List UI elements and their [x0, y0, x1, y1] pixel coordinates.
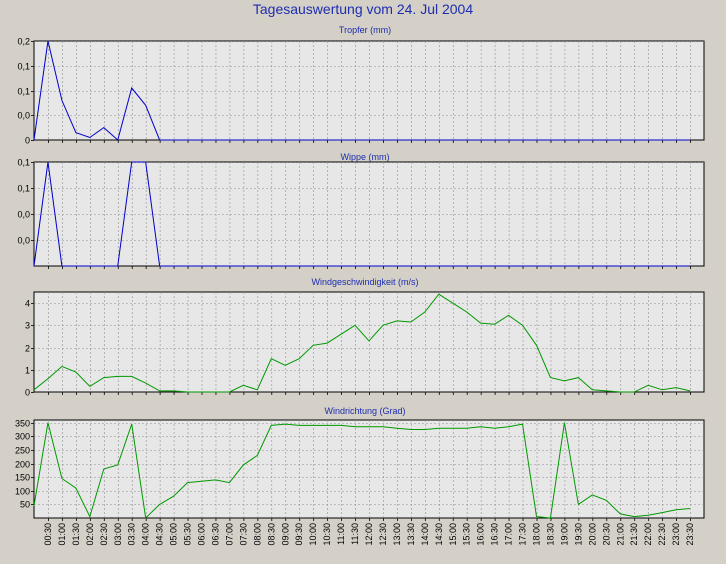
- x-tick-label: 16:00: [476, 523, 486, 546]
- y-tick-label: 0,1: [17, 158, 30, 168]
- x-tick-label: 12:00: [364, 523, 374, 546]
- x-tick-label: 09:00: [280, 523, 290, 546]
- y-tick-label: 0,2: [17, 37, 30, 47]
- x-tick-label: 13:00: [392, 523, 402, 546]
- plot-area: [33, 161, 705, 267]
- x-tick-label: 01:00: [57, 523, 67, 546]
- x-tick-label: 08:00: [252, 523, 262, 546]
- x-tick-label: 15:30: [462, 523, 472, 546]
- y-tick-label: 0,1: [17, 87, 30, 97]
- y-tick-label: 3: [25, 321, 30, 331]
- series-line: [33, 40, 691, 141]
- y-tick-label: 0,0: [17, 236, 30, 246]
- x-tick-label: 07:30: [238, 523, 248, 546]
- x-tick-label: 14:00: [420, 523, 430, 546]
- y-tick-label: 0,0: [17, 210, 30, 220]
- x-tick-label: 17:00: [504, 523, 514, 546]
- x-tick-label: 22:00: [643, 523, 653, 546]
- x-tick-label: 07:00: [224, 523, 234, 546]
- x-tick-label: 20:00: [587, 523, 597, 546]
- x-tick-label: 15:00: [448, 523, 458, 546]
- x-tick-label: 23:30: [685, 523, 695, 546]
- x-tick-label: 23:00: [671, 523, 681, 546]
- x-tick-label: 18:00: [532, 523, 542, 546]
- chart-title: Wippe (mm): [341, 152, 390, 162]
- chart-title: Windgeschwindigkeit (m/s): [311, 277, 418, 287]
- x-tick-label: 21:00: [615, 523, 625, 546]
- plot-area: [33, 291, 705, 393]
- x-tick-label: 19:00: [559, 523, 569, 546]
- y-tick-label: 4: [25, 299, 30, 309]
- x-tick-label: 02:30: [99, 523, 109, 546]
- y-tick-label: 1: [25, 366, 30, 376]
- series-line: [33, 422, 691, 520]
- x-tick-label: 19:30: [573, 523, 583, 546]
- plot-area: [33, 40, 705, 141]
- x-tick-label: 03:00: [113, 523, 123, 546]
- y-tick-label: 250: [15, 446, 30, 456]
- series-line: [33, 293, 691, 393]
- x-tick-label: 16:30: [490, 523, 500, 546]
- y-tick-label: 0: [25, 388, 30, 398]
- x-tick-label: 04:30: [155, 523, 165, 546]
- x-tick-label: 18:30: [545, 523, 555, 546]
- x-tick-label: 12:30: [378, 523, 388, 546]
- x-tick-label: 14:30: [434, 523, 444, 546]
- y-tick-label: 150: [15, 473, 30, 483]
- chart-title: Windrichtung (Grad): [324, 406, 405, 416]
- x-tick-label: 02:00: [85, 523, 95, 546]
- y-tick-label: 0,1: [17, 62, 30, 72]
- y-tick-label: 350: [15, 419, 30, 429]
- x-tick-label: 21:30: [629, 523, 639, 546]
- x-tick-label: 10:00: [308, 523, 318, 546]
- x-tick-label: 01:30: [71, 523, 81, 546]
- y-tick-label: 300: [15, 432, 30, 442]
- page-title: Tagesauswertung vom 24. Jul 2004: [252, 1, 474, 17]
- x-tick-label: 09:30: [294, 523, 304, 546]
- y-tick-label: 50: [20, 500, 30, 510]
- x-tick-label: 06:00: [197, 523, 207, 546]
- x-tick-label: 17:30: [518, 523, 528, 546]
- y-tick-label: 200: [15, 460, 30, 470]
- plot-area: [33, 419, 705, 519]
- y-tick-label: 2: [25, 344, 30, 354]
- chart-title: Tropfer (mm): [339, 25, 391, 35]
- x-tick-label: 22:30: [657, 523, 667, 546]
- x-tick-label: 00:30: [43, 523, 53, 546]
- x-tick-label: 10:30: [322, 523, 332, 546]
- x-tick-label: 06:30: [210, 523, 220, 546]
- x-tick-label: 04:00: [141, 523, 151, 546]
- x-tick-label: 05:00: [169, 523, 179, 546]
- x-tick-label: 11:00: [336, 523, 346, 545]
- x-tick-label: 20:30: [601, 523, 611, 546]
- y-tick-label: 0,0: [17, 111, 30, 121]
- x-tick-label: 03:30: [127, 523, 137, 546]
- y-tick-label: 0: [25, 136, 30, 146]
- y-tick-label: 100: [15, 487, 30, 497]
- x-tick-label: 11:30: [350, 523, 360, 545]
- x-tick-label: 08:30: [266, 523, 276, 546]
- x-tick-label: 13:30: [406, 523, 416, 546]
- x-tick-label: 05:30: [183, 523, 193, 546]
- series-line: [33, 161, 691, 267]
- y-tick-label: 0,1: [17, 184, 30, 194]
